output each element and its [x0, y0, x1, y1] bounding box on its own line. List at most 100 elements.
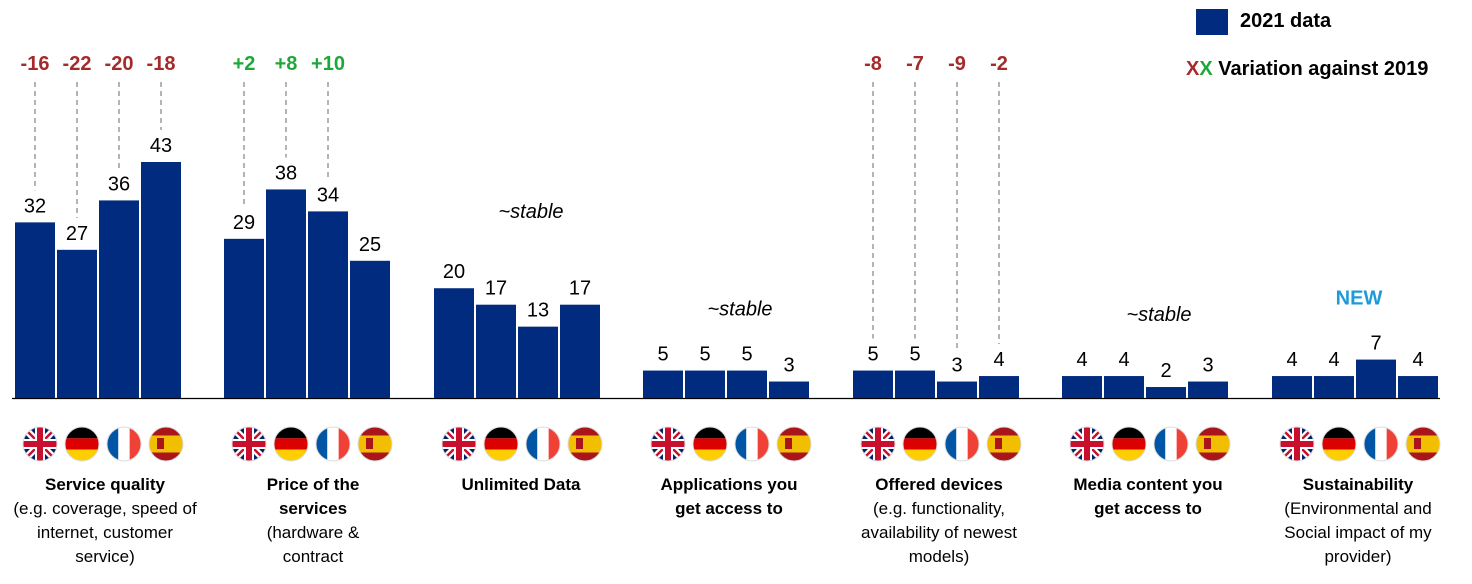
flag-germany-icon: [483, 426, 519, 462]
flag-spain-icon: [357, 426, 393, 462]
stable-note: ~stable: [498, 201, 563, 223]
bar-value-label: 29: [233, 212, 255, 234]
flag-france-icon: [106, 426, 142, 462]
flag-uk-icon: [231, 426, 267, 462]
bar: [1062, 376, 1102, 398]
legend-variation-label: Variation against 2019: [1218, 58, 1429, 80]
flag-france-icon: [525, 426, 561, 462]
bar-value-label: 5: [741, 344, 752, 366]
flag-spain-icon: [148, 426, 184, 462]
bar-value-label: 3: [1202, 355, 1213, 377]
category-title: Media content you get access to: [1073, 475, 1223, 518]
flag-uk-icon: [1279, 426, 1315, 462]
bar-value-label: 17: [485, 278, 507, 300]
variation-label: -2: [990, 53, 1008, 75]
category-title: Service quality: [44, 475, 165, 494]
flag-spain-icon: [567, 426, 603, 462]
bar: [560, 304, 600, 398]
flag-germany-icon: [1321, 426, 1357, 462]
flag-uk-icon: [1069, 426, 1105, 462]
category-title: Unlimited Data: [461, 475, 581, 494]
bar-value-label: 13: [527, 300, 549, 322]
category-title: Applications you get access to: [660, 475, 798, 518]
flag-germany-icon: [273, 426, 309, 462]
variation-label: -9: [948, 53, 966, 75]
new-badge: NEW: [1336, 288, 1383, 310]
category-subtitle: (hardware & contract: [266, 523, 360, 566]
flag-uk-icon: [22, 426, 58, 462]
variation-label: -18: [147, 53, 176, 75]
bar-value-label: 5: [657, 344, 668, 366]
flag-spain-icon: [1195, 426, 1231, 462]
flag-spain-icon: [776, 426, 812, 462]
bar: [727, 370, 767, 398]
variation-label: -22: [63, 53, 92, 75]
bar: [979, 376, 1019, 398]
stable-note: ~stable: [1126, 304, 1191, 326]
bar-value-label: 4: [993, 349, 1004, 371]
bar: [1356, 359, 1396, 398]
bar: [266, 189, 306, 398]
bar-value-label: 43: [150, 135, 172, 157]
bar: [141, 162, 181, 398]
flag-france-icon: [734, 426, 770, 462]
variation-label: -8: [864, 53, 882, 75]
bar-value-label: 27: [66, 223, 88, 245]
bar-value-label: 4: [1412, 349, 1423, 371]
category-subtitle: (e.g. functionality, availability of new…: [861, 499, 1017, 566]
bar-value-label: 5: [867, 344, 878, 366]
category-label-media-content: Media content you get access to: [1053, 473, 1243, 521]
flag-france-icon: [944, 426, 980, 462]
variation-label: -16: [21, 53, 50, 75]
bar: [224, 238, 264, 398]
bar-value-label: 5: [699, 344, 710, 366]
category-title: Sustainability: [1302, 475, 1414, 494]
category-subtitle: (e.g. coverage, speed of internet, custo…: [13, 499, 197, 566]
bar-value-label: 7: [1370, 333, 1381, 355]
bar: [476, 304, 516, 398]
category-label-sustainability: Sustainability (Environmental and Social…: [1263, 473, 1453, 569]
bar: [434, 288, 474, 398]
flag-uk-icon: [650, 426, 686, 462]
bar: [15, 222, 55, 398]
flag-uk-icon: [860, 426, 896, 462]
flag-spain-icon: [1405, 426, 1441, 462]
bar: [1272, 376, 1312, 398]
flag-germany-icon: [692, 426, 728, 462]
bar-value-label: 5: [909, 344, 920, 366]
bar-value-label: 4: [1286, 349, 1297, 371]
bar-value-label: 4: [1118, 349, 1129, 371]
bar: [643, 370, 683, 398]
flag-uk-icon: [441, 426, 477, 462]
bar-value-label: 2: [1160, 360, 1171, 382]
bar-value-label: 17: [569, 278, 591, 300]
bar: [1314, 376, 1354, 398]
category-label-offered-devices: Offered devices (e.g. functionality, ava…: [844, 473, 1034, 569]
bar: [1188, 381, 1228, 398]
category-label-unlimited-data: Unlimited Data: [426, 473, 616, 497]
variation-label: +2: [233, 53, 256, 75]
category-label-service-quality: Service quality (e.g. coverage, speed of…: [10, 473, 200, 569]
flag-germany-icon: [902, 426, 938, 462]
bar-value-label: 4: [1328, 349, 1339, 371]
bar-value-label: 32: [24, 195, 46, 217]
flag-france-icon: [1153, 426, 1189, 462]
bar: [99, 200, 139, 398]
category-label-applications: Applications you get access to: [634, 473, 824, 521]
legend-marker-red: X: [1186, 58, 1200, 80]
bar: [308, 211, 348, 398]
flag-germany-icon: [1111, 426, 1147, 462]
variation-label: -20: [105, 53, 134, 75]
bar-value-label: 38: [275, 162, 297, 184]
bar-value-label: 36: [108, 173, 130, 195]
bar: [895, 370, 935, 398]
bar: [937, 381, 977, 398]
bar: [853, 370, 893, 398]
bar: [1104, 376, 1144, 398]
bar-value-label: 4: [1076, 349, 1087, 371]
legend-variation: XX Variation against 2019: [1186, 58, 1428, 81]
bar: [57, 249, 97, 398]
legend-swatch: [1196, 9, 1228, 35]
category-label-price: Price of the services (hardware & contra…: [218, 473, 408, 569]
